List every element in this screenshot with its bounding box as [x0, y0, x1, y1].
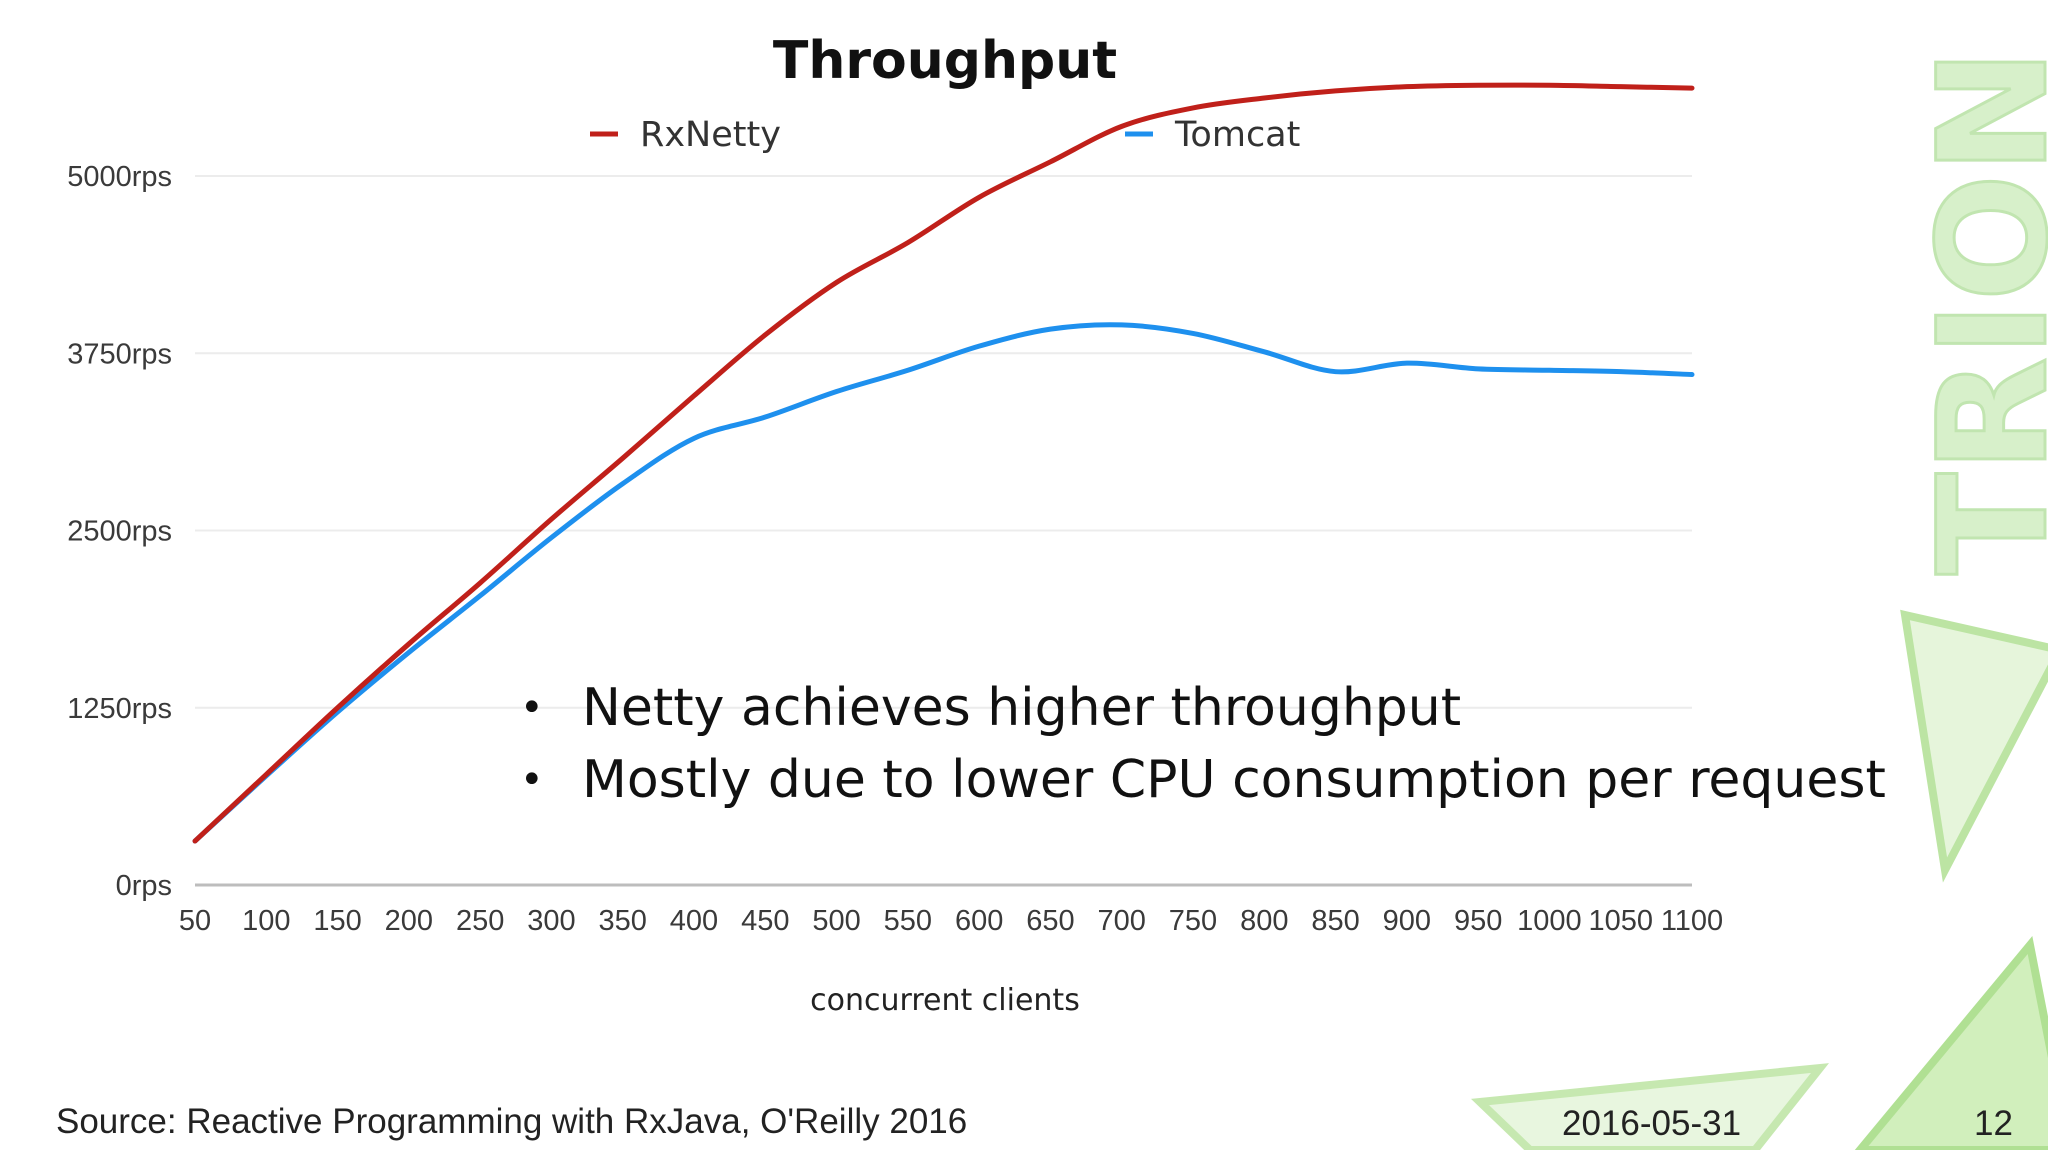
y-tick-label: 0rps	[116, 870, 172, 902]
key-point-2: Mostly due to lower CPU consumption per …	[520, 744, 1886, 816]
y-tick-label: 2500rps	[67, 516, 172, 548]
x-tick-label: 400	[670, 905, 718, 937]
footer-date: 2016-05-31	[1562, 1104, 1742, 1143]
x-tick-label: 300	[527, 905, 575, 937]
x-tick-label: 150	[313, 905, 361, 937]
svg-text:TRION: TRION	[1907, 48, 2048, 575]
x-tick-label: 200	[385, 905, 433, 937]
trion-logo: TRION	[1906, 47, 2048, 577]
x-tick-label: 500	[812, 905, 860, 937]
x-tick-label: 600	[955, 905, 1003, 937]
x-tick-label: 950	[1454, 905, 1502, 937]
x-tick-label: 1100	[1661, 905, 1723, 937]
footer-source: Source: Reactive Programming with RxJava…	[56, 1102, 968, 1141]
x-tick-label: 1000	[1517, 905, 1582, 937]
x-tick-label: 450	[741, 905, 789, 937]
x-axis-label: concurrent clients	[810, 983, 1080, 1018]
deco-triangle-mid	[1900, 609, 2048, 883]
deco-triangle-bottom-right	[1854, 935, 2048, 1150]
x-tick-label: 800	[1240, 905, 1288, 937]
deco-triangle-bottom-center	[1470, 1063, 1830, 1150]
y-tick-label: 1250rps	[67, 693, 172, 725]
y-axis-ticks: 0rps 1250rps 2500rps 3750rps 5000rps	[67, 161, 172, 902]
x-tick-label: 700	[1098, 905, 1146, 937]
x-tick-label: 100	[242, 905, 290, 937]
series-line-rxnetty	[192, 82, 1695, 844]
chart-title: Throughput	[773, 31, 1117, 91]
y-tick-label: 3750rps	[67, 338, 172, 370]
x-tick-label: 850	[1311, 905, 1359, 937]
key-point-1: Netty achieves higher throughput	[520, 672, 1886, 744]
legend-label-tomcat: Tomcat	[1174, 115, 1300, 155]
page-number: 12	[1974, 1104, 2013, 1143]
x-tick-label: 350	[599, 905, 647, 937]
legend-label-rxnetty: RxNetty	[640, 115, 781, 155]
x-tick-label: 750	[1169, 905, 1217, 937]
x-tick-label: 50	[179, 905, 211, 937]
chart-legend: RxNetty Tomcat	[590, 115, 1300, 155]
x-tick-label: 1050	[1588, 905, 1653, 937]
x-tick-label: 900	[1383, 905, 1431, 937]
key-points: Netty achieves higher throughput Mostly …	[520, 672, 1886, 816]
y-tick-label: 5000rps	[67, 161, 172, 193]
chart-series	[192, 82, 1695, 844]
series-line-tomcat	[192, 322, 1695, 844]
x-tick-label: 550	[884, 905, 932, 937]
x-axis-ticks: 50 100 150 200 250 300 350 400 450 500 550 600 650 70…	[179, 905, 1723, 937]
x-tick-label: 250	[456, 905, 504, 937]
x-tick-label: 650	[1026, 905, 1074, 937]
